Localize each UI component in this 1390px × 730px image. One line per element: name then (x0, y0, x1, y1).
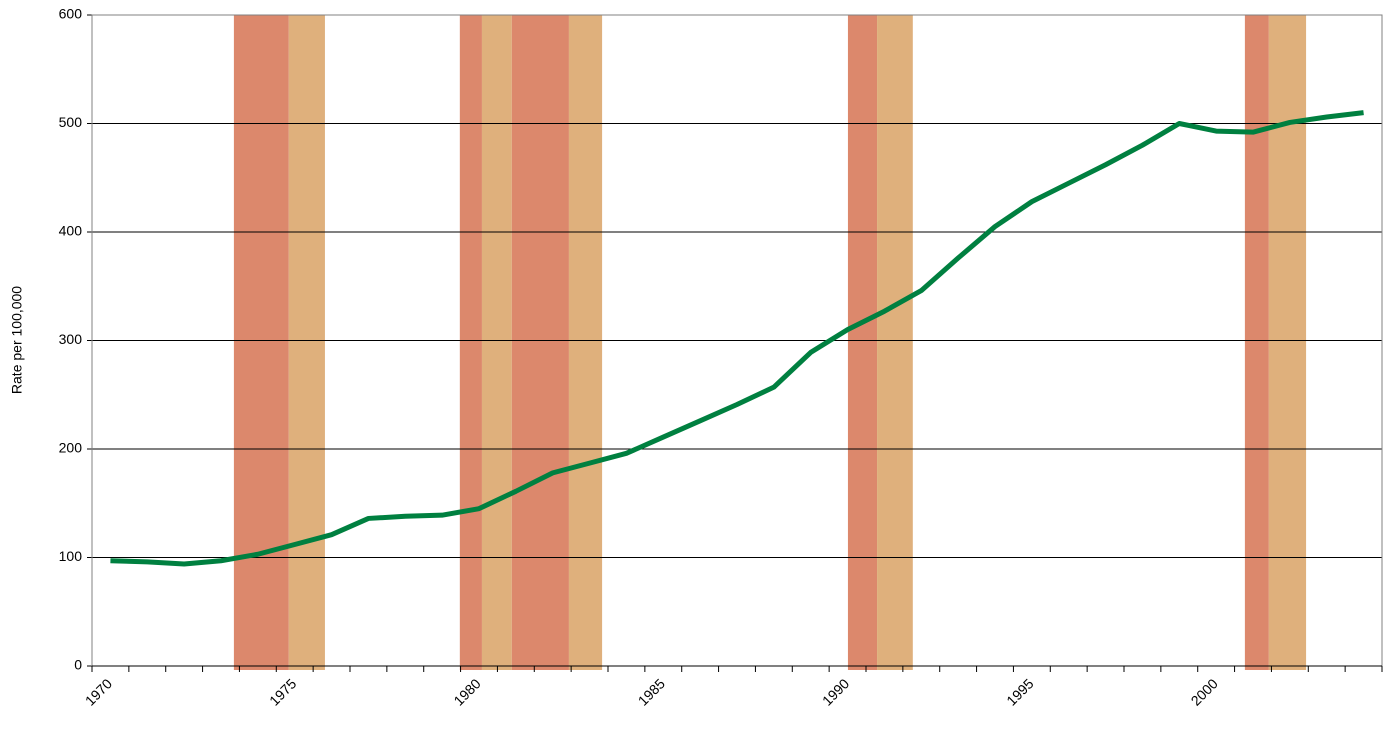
shaded-period (481, 15, 512, 670)
y-tick-label: 0 (74, 657, 82, 673)
shaded-period (288, 15, 325, 670)
shaded-period (568, 15, 603, 670)
y-tick-label: 300 (59, 331, 83, 347)
y-axis-label: Rate per 100,000 (9, 286, 25, 394)
y-tick-label: 400 (59, 223, 83, 239)
shaded-period (1268, 15, 1307, 670)
shaded-period (233, 15, 289, 670)
shaded-period (459, 15, 482, 670)
shaded-period (847, 15, 878, 670)
shaded-period (877, 15, 913, 670)
shaded-period (1244, 15, 1269, 670)
y-tick-label: 500 (59, 114, 83, 130)
x-tick-label: 1995 (1003, 675, 1036, 708)
x-tick-label: 1980 (450, 675, 483, 708)
line-series (110, 110, 1364, 567)
shaded-period (511, 15, 569, 670)
x-tick-label: 1985 (635, 675, 668, 708)
x-tick-label: 1970 (82, 675, 115, 708)
x-tick-label: 2000 (1188, 675, 1221, 708)
x-tick-label: 1975 (266, 675, 299, 708)
y-tick-label: 100 (59, 548, 83, 564)
y-tick-label: 600 (59, 6, 83, 22)
y-tick-label: 200 (59, 440, 83, 456)
x-tick-label: 1990 (819, 675, 852, 708)
